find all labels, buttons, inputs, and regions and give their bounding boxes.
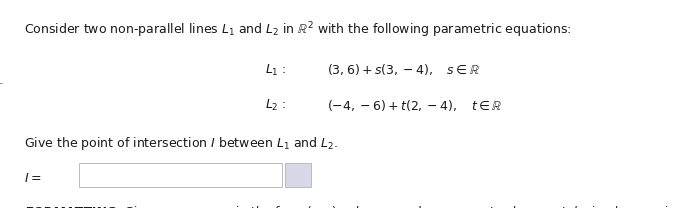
Text: $(3, 6) + s(3, -4), \quad s \in \mathbb{R}$: $(3, 6) + s(3, -4), \quad s \in \mathbb{…: [327, 62, 480, 77]
Text: $L_1$ :: $L_1$ :: [265, 62, 287, 78]
Text: $L_2$ :: $L_2$ :: [265, 98, 287, 113]
FancyBboxPatch shape: [79, 163, 282, 187]
FancyBboxPatch shape: [285, 163, 311, 187]
Text: Consider two non-parallel lines $L_1$ and $L_2$ in $\mathbb{R}^2$ with the follo: Consider two non-parallel lines $L_1$ an…: [24, 21, 571, 40]
Text: $I =$: $I =$: [24, 172, 41, 185]
Text: –: –: [0, 77, 3, 90]
Text: $\bfit{FORMATTING}$: Give your answer in the form $(x,y)$, where $x$ and $y$ are: $\bfit{FORMATTING}$: Give your answer in…: [24, 204, 689, 208]
Text: Give the point of intersection $I$ between $L_1$ and $L_2$.: Give the point of intersection $I$ betwe…: [24, 135, 338, 152]
Text: $(-4, -6) + t(2, -4), \quad t \in \mathbb{R}$: $(-4, -6) + t(2, -4), \quad t \in \mathb…: [327, 98, 503, 113]
